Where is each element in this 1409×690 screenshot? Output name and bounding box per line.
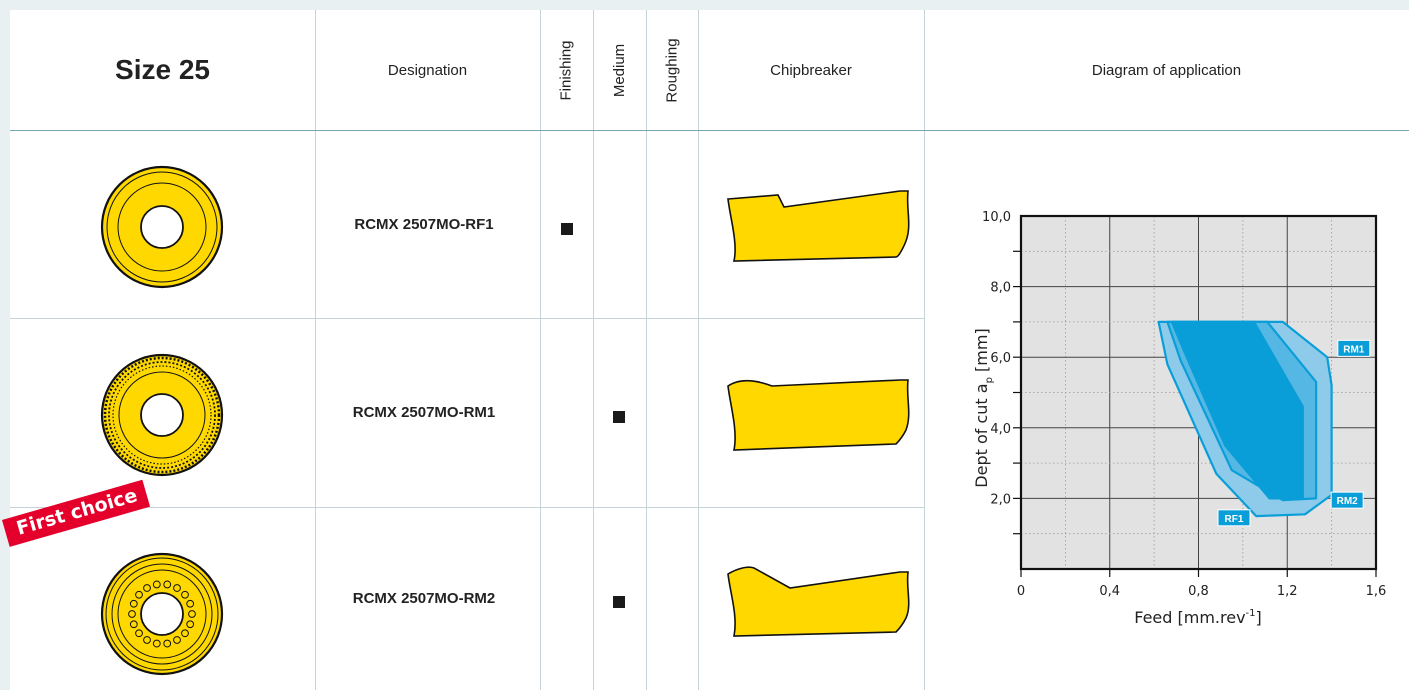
- x-axis-label: Feed [mm.rev-1]: [1134, 608, 1262, 627]
- designation-rm2: RCMX 2507MO-RM2: [352, 590, 496, 607]
- series-tag: [1217, 509, 1251, 527]
- header-divider: [10, 130, 1409, 131]
- x-tick-label: 1,2: [1277, 584, 1298, 599]
- product-table: Size 25 Designation Finishing Medium Rou…: [2, 10, 1409, 690]
- area-rm1: [1170, 320, 1304, 500]
- insert-hole-icon: [186, 599, 195, 608]
- y-tick-label: 10,0: [982, 210, 1011, 225]
- insert-rm2-icon: [100, 552, 224, 681]
- insert-hole-icon: [143, 584, 151, 592]
- designation-rm1: RCMX 2507MO-RM1: [352, 404, 496, 421]
- row-divider: [10, 318, 924, 319]
- first-choice-badge: First choice: [2, 479, 151, 547]
- medium-mark: [613, 596, 625, 608]
- insert-hole-icon: [163, 580, 172, 589]
- chipbreaker-rf1-icon: [720, 185, 910, 270]
- designation-rf1: RCMX 2507MO-RF1: [354, 215, 494, 233]
- insert-rf1-icon: [100, 165, 224, 294]
- y-axis-label: Dept of cut ap [mm]: [972, 328, 995, 487]
- series-tag: [1330, 491, 1364, 509]
- y-tick-label: 4,0: [990, 422, 1011, 437]
- insert-hole-icon: [152, 580, 161, 589]
- chipbreaker-header: Chipbreaker: [698, 10, 924, 130]
- diagram-header: Diagram of application: [924, 10, 1409, 130]
- insert-hole-icon: [129, 599, 138, 608]
- x-tick-label: 1,6: [1366, 584, 1387, 599]
- insert-hole-icon: [135, 590, 143, 599]
- column-divider: [646, 10, 647, 690]
- column-divider: [540, 10, 541, 690]
- series-tag-label: RM2: [1337, 496, 1359, 507]
- insert-hole-icon: [181, 590, 189, 599]
- insert-hole-icon: [163, 639, 172, 648]
- insert-hole-icon: [152, 639, 161, 648]
- designation-header: Designation: [315, 10, 540, 130]
- series-tag-label: RM1: [1343, 344, 1365, 355]
- x-tick-label: 0,8: [1188, 584, 1209, 599]
- insert-hole-icon: [186, 620, 195, 629]
- y-tick-label: 6,0: [990, 351, 1011, 366]
- column-divider: [315, 10, 316, 690]
- size-title-cell: Size 25: [10, 10, 315, 130]
- column-divider: [698, 10, 699, 690]
- chipbreaker-rm1-icon: [720, 372, 910, 457]
- finishing-header: Finishing: [540, 10, 593, 130]
- roughing-header-label: Roughing: [663, 37, 681, 103]
- medium-header: Medium: [593, 10, 646, 130]
- designation-header-label: Designation: [387, 61, 468, 79]
- column-divider: [924, 10, 925, 690]
- application-chart: 0 0,4 0,8 1,2 1,62,04,06,08,010,0 RF1RM2RM1 …: [972, 210, 1387, 627]
- x-tick-label: 0,4: [1099, 584, 1120, 599]
- insert-hole-icon: [173, 636, 181, 644]
- insert-hole-icon: [135, 629, 143, 638]
- chipbreaker-header-label: Chipbreaker: [770, 61, 852, 79]
- insert-hole-icon: [128, 610, 136, 618]
- diagram-header-label: Diagram of application: [1091, 61, 1242, 79]
- insert-hole-icon: [143, 636, 151, 644]
- series-tag: [1337, 339, 1371, 357]
- insert-rm1-icon: [100, 353, 224, 482]
- size-title: Size 25: [115, 54, 210, 85]
- roughing-header: Roughing: [646, 10, 698, 130]
- column-divider: [593, 10, 594, 690]
- application-diagram: 0 0,4 0,8 1,2 1,6 2,0 4,0 6,0 8,0 10,0 RF1 RM2 RM1 …: [945, 190, 1405, 665]
- row-divider: [10, 507, 924, 508]
- insert-hole-icon: [129, 620, 138, 629]
- finishing-mark: [561, 223, 573, 235]
- insert-hole-icon: [181, 629, 189, 638]
- medium-mark: [613, 411, 625, 423]
- medium-header-label: Medium: [611, 43, 629, 97]
- chipbreaker-rm2-icon: [720, 558, 910, 643]
- series-tag-label: RF1: [1225, 514, 1244, 525]
- insert-hole-icon: [188, 610, 196, 618]
- y-tick-label: 2,0: [990, 492, 1011, 507]
- x-tick-label: 0: [1017, 584, 1025, 599]
- y-tick-label: 8,0: [990, 281, 1011, 296]
- insert-hole-icon: [173, 584, 181, 592]
- finishing-header-label: Finishing: [558, 39, 575, 101]
